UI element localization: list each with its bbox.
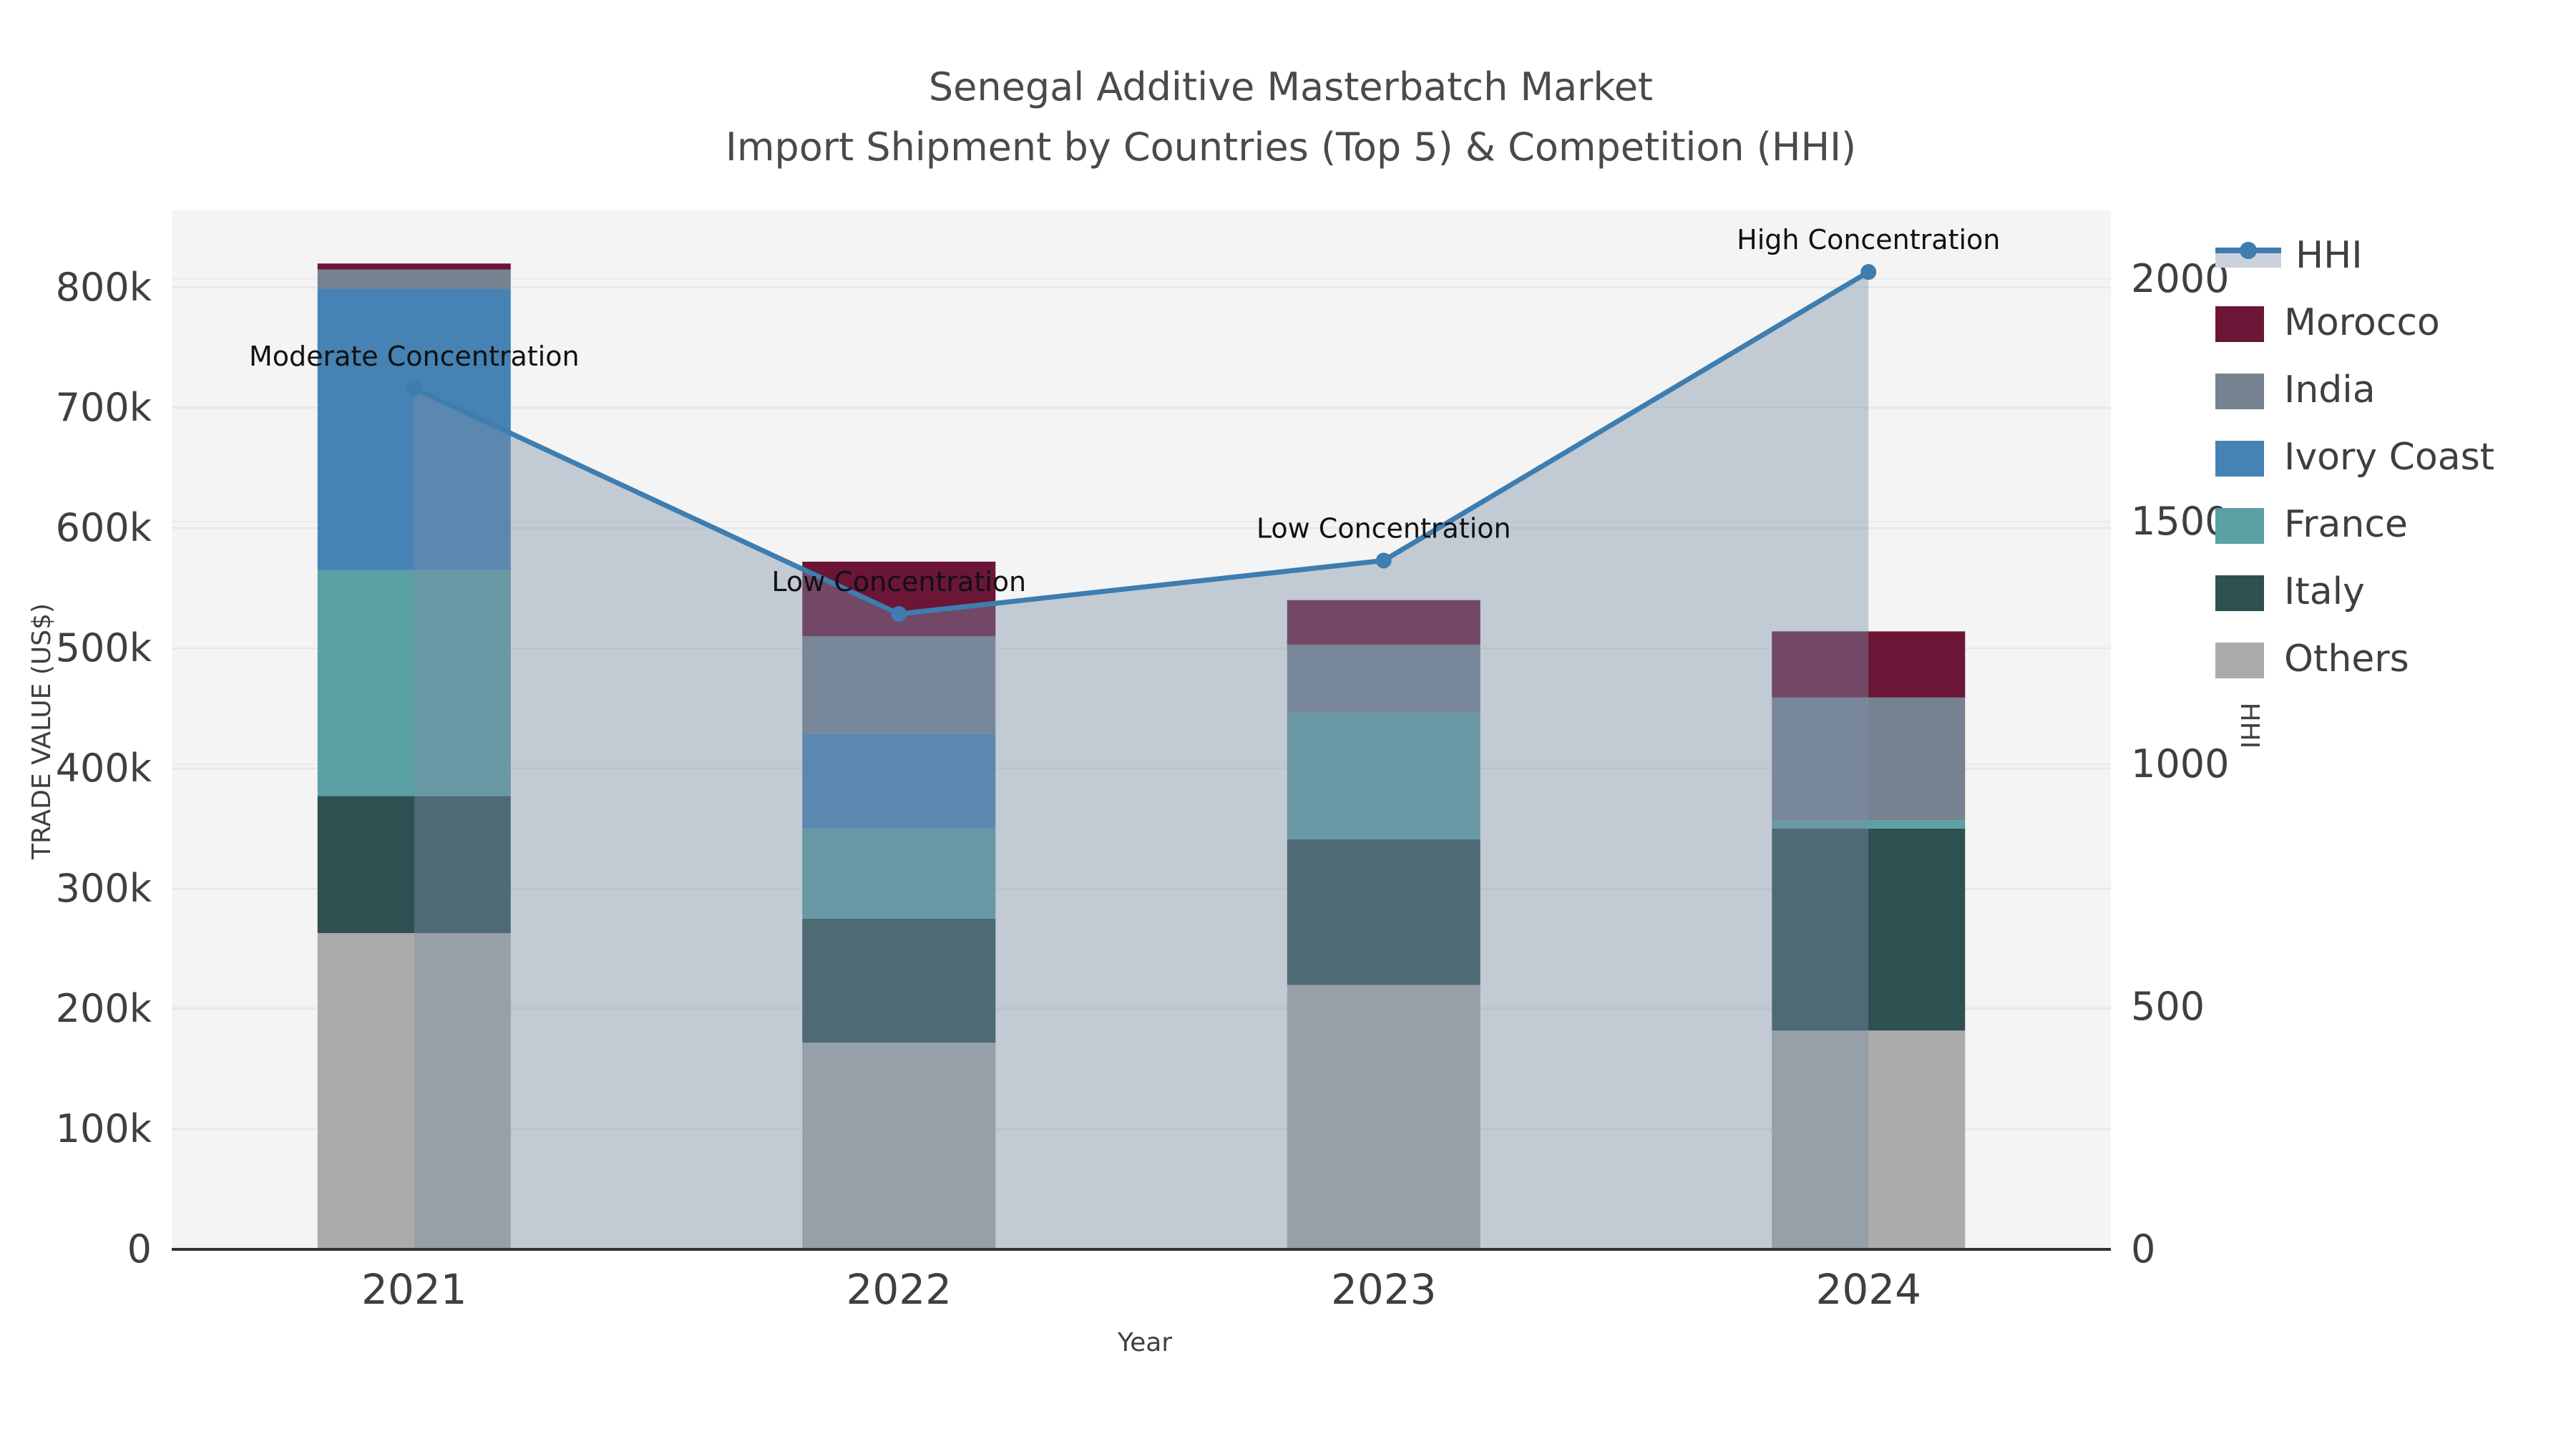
legend-label: Others: [2284, 638, 2409, 681]
bar-segment-2023-france: [1287, 713, 1480, 840]
legend-item-hhi: HHI: [2215, 233, 2494, 279]
y-right-tick-label: 1500: [2131, 499, 2229, 544]
legend-color-swatch: [2215, 306, 2264, 341]
legend: HHI Morocco India Ivory Coast France Italy Oth…: [2215, 233, 2494, 704]
y-left-tick-label: 300k: [56, 866, 152, 911]
y-left-tick-label: 400k: [56, 746, 152, 791]
legend-item-italy: Italy: [2215, 570, 2494, 615]
y-right-tick-label: 500: [2131, 984, 2205, 1029]
bar-segment-2022-ivory-coast: [802, 733, 996, 829]
x-tick-label-2022: 2022: [846, 1265, 952, 1314]
annotation-2024: High Concentration: [1737, 224, 2000, 255]
bar-segment-2024-italy: [1772, 828, 1966, 1031]
bar-segment-2023-morocco: [1287, 600, 1480, 645]
hhi-marker-2024: [1860, 264, 1877, 280]
y-right-axis-title: HHI: [2235, 703, 2264, 749]
y-right-tick-label: 2000: [2131, 256, 2229, 301]
legend-label: France: [2284, 504, 2408, 547]
bar-segment-2021-india: [317, 269, 511, 289]
y-left-tick-label: 0: [127, 1226, 152, 1272]
y-left-tick-label: 700k: [56, 385, 152, 430]
x-tick-label-2023: 2023: [1331, 1265, 1437, 1314]
bar-segment-2022-morocco: [802, 561, 996, 637]
x-axis-title: Year: [1117, 1328, 1172, 1357]
bar-segment-2021-ivory-coast: [317, 288, 511, 570]
legend-item-india: India: [2215, 368, 2494, 414]
legend-label: Morocco: [2284, 302, 2440, 345]
annotation-2021: Moderate Concentration: [249, 341, 580, 372]
bar-segment-2021-morocco: [317, 263, 511, 270]
legend-label: HHI: [2296, 235, 2363, 278]
chart-title-line1: Senegal Additive Masterbatch Market: [929, 64, 1653, 109]
hhi-area-fill: [414, 272, 1869, 1249]
legend-item-others: Others: [2215, 637, 2494, 683]
bar-segment-2021-italy: [317, 796, 511, 934]
y-right-tick-label: 0: [2131, 1226, 2155, 1272]
chart-title-line2: Import Shipment by Countries (Top 5) & C…: [726, 125, 1856, 170]
legend-color-swatch: [2215, 440, 2264, 476]
legend-item-morocco: Morocco: [2215, 301, 2494, 346]
bar-segment-2024-morocco: [1772, 631, 1966, 698]
y-left-tick-label: 500k: [56, 625, 152, 670]
bar-segment-2023-india: [1287, 644, 1480, 713]
legend-color-swatch: [2215, 575, 2264, 610]
legend-label: Ivory Coast: [2284, 436, 2495, 479]
legend-label: India: [2284, 369, 2376, 412]
bar-segment-2023-others: [1287, 985, 1480, 1249]
bar-segment-2024-others: [1772, 1030, 1966, 1249]
y-left-tick-label: 600k: [56, 505, 152, 550]
bar-segment-2024-india: [1772, 697, 1966, 821]
y-left-tick-label: 800k: [56, 265, 152, 310]
bar-segment-2022-others: [802, 1043, 996, 1249]
legend-item-france: France: [2215, 502, 2494, 548]
y-left-tick-label: 100k: [56, 1106, 152, 1151]
hhi-marker-2021: [406, 380, 422, 396]
x-tick-label-2021: 2021: [361, 1265, 467, 1314]
bar-segment-2024-france: [1772, 820, 1966, 829]
legend-color-swatch: [2215, 373, 2264, 409]
annotation-2023: Low Concentration: [1257, 512, 1511, 544]
y-left-tick-label: 200k: [56, 986, 152, 1031]
y-right-tick-label: 1000: [2131, 741, 2229, 786]
legend-color-swatch: [2215, 507, 2264, 543]
bar-segment-2022-india: [802, 636, 996, 734]
legend-item-ivory-coast: Ivory Coast: [2215, 435, 2494, 481]
annotation-2022: Low Concentration: [771, 566, 1026, 597]
bar-segment-2021-others: [317, 933, 511, 1249]
legend-hhi-line-icon: [2215, 240, 2281, 272]
bar-segment-2023-italy: [1287, 839, 1480, 985]
bar-segment-2022-france: [802, 828, 996, 919]
hhi-marker-2022: [891, 605, 907, 622]
legend-color-swatch: [2215, 642, 2264, 678]
hhi-line: [413, 270, 1870, 617]
bar-segment-2022-italy: [802, 918, 996, 1043]
x-tick-label-2024: 2024: [1815, 1265, 1921, 1314]
hhi-marker-2023: [1375, 552, 1392, 569]
y-left-axis-title: TRADE VALUE (US$): [27, 603, 57, 860]
legend-label: Italy: [2284, 571, 2365, 614]
bar-segment-2021-france: [317, 570, 511, 796]
